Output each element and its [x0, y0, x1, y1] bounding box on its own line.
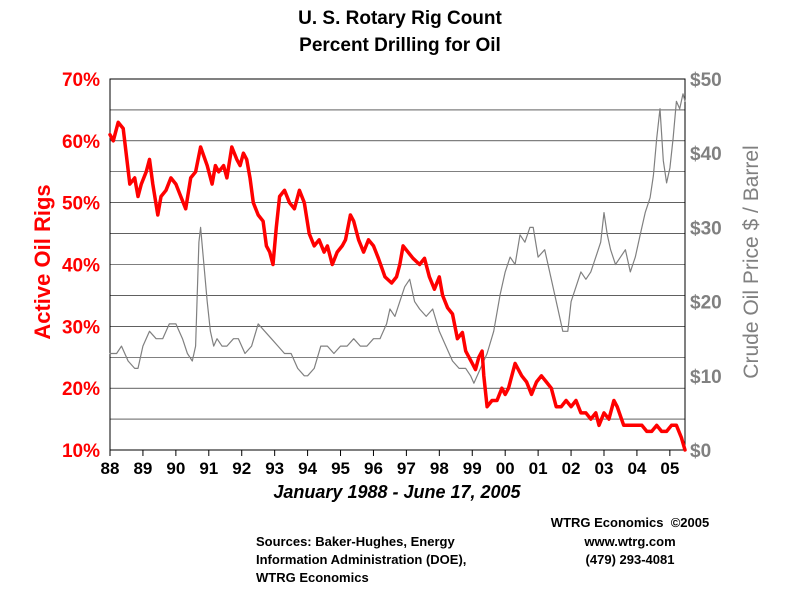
- x-tick-label: 90: [166, 459, 185, 478]
- left-tick-label: 50%: [62, 194, 100, 215]
- credit-line-1: WTRG Economics ©2005: [551, 515, 709, 530]
- sources-line-1: Sources: Baker-Hughes, Energy: [256, 534, 455, 549]
- x-tick-label: 92: [232, 459, 251, 478]
- left-tick-label: 20%: [62, 379, 100, 400]
- x-tick-label: 03: [595, 459, 614, 478]
- right-tick-label: $20: [690, 293, 722, 314]
- x-axis-ticks: 88 89 90 91 92 93 94 95 96 97 98 99 00 01 02 03 04 05: [101, 450, 679, 478]
- x-tick-label: 96: [364, 459, 383, 478]
- x-tick-label: 95: [331, 459, 350, 478]
- date-range-subtitle: January 1988 - June 17, 2005: [273, 482, 521, 502]
- credit-line-2: www.wtrg.com: [583, 534, 675, 549]
- left-tick-label: 70%: [62, 70, 100, 91]
- x-tick-label: 98: [430, 459, 449, 478]
- left-tick-label: 10%: [62, 441, 100, 462]
- credit-line-3: (479) 293-4081: [586, 552, 675, 567]
- chart-title-line-2: Percent Drilling for Oil: [299, 35, 501, 56]
- series-layer: [108, 93, 687, 452]
- plot-area-frame: [109, 78, 686, 451]
- x-tick-label: 93: [265, 459, 284, 478]
- left-axis-label: Active Oil Rigs: [30, 184, 55, 339]
- left-axis-ticks: 70% 60% 50% 40% 30% 20% 10%: [62, 70, 100, 462]
- sources-line-3: WTRG Economics: [256, 570, 369, 585]
- x-tick-label: 89: [133, 459, 152, 478]
- gridlines: [110, 109, 685, 420]
- sources-line-2: Information Administration (DOE),: [256, 552, 466, 567]
- right-axis-ticks: $50 $40 $30 $20 $10 $0: [690, 70, 722, 462]
- x-tick-label: 94: [298, 459, 317, 478]
- right-tick-label: $0: [690, 441, 711, 462]
- right-axis-label: Crude Oil Price $ / Barrel: [740, 145, 763, 378]
- left-tick-label: 60%: [62, 132, 100, 153]
- x-tick-label: 01: [529, 459, 548, 478]
- x-tick-label: 04: [627, 459, 646, 478]
- rig-percent-line: [108, 120, 687, 452]
- x-tick-label: 00: [496, 459, 515, 478]
- x-tick-label: 05: [660, 459, 679, 478]
- left-tick-label: 30%: [62, 317, 100, 338]
- x-tick-label: 97: [397, 459, 416, 478]
- right-tick-label: $30: [690, 218, 722, 239]
- right-tick-label: $40: [690, 144, 722, 165]
- oil-price-line: [109, 93, 686, 384]
- x-tick-label: 88: [101, 459, 120, 478]
- x-tick-label: 02: [562, 459, 581, 478]
- x-tick-label: 99: [463, 459, 482, 478]
- chart-title-line-1: U. S. Rotary Rig Count: [298, 8, 502, 29]
- right-tick-label: $50: [690, 70, 722, 91]
- left-tick-label: 40%: [62, 256, 100, 277]
- x-tick-label: 91: [199, 459, 218, 478]
- right-tick-label: $10: [690, 367, 722, 388]
